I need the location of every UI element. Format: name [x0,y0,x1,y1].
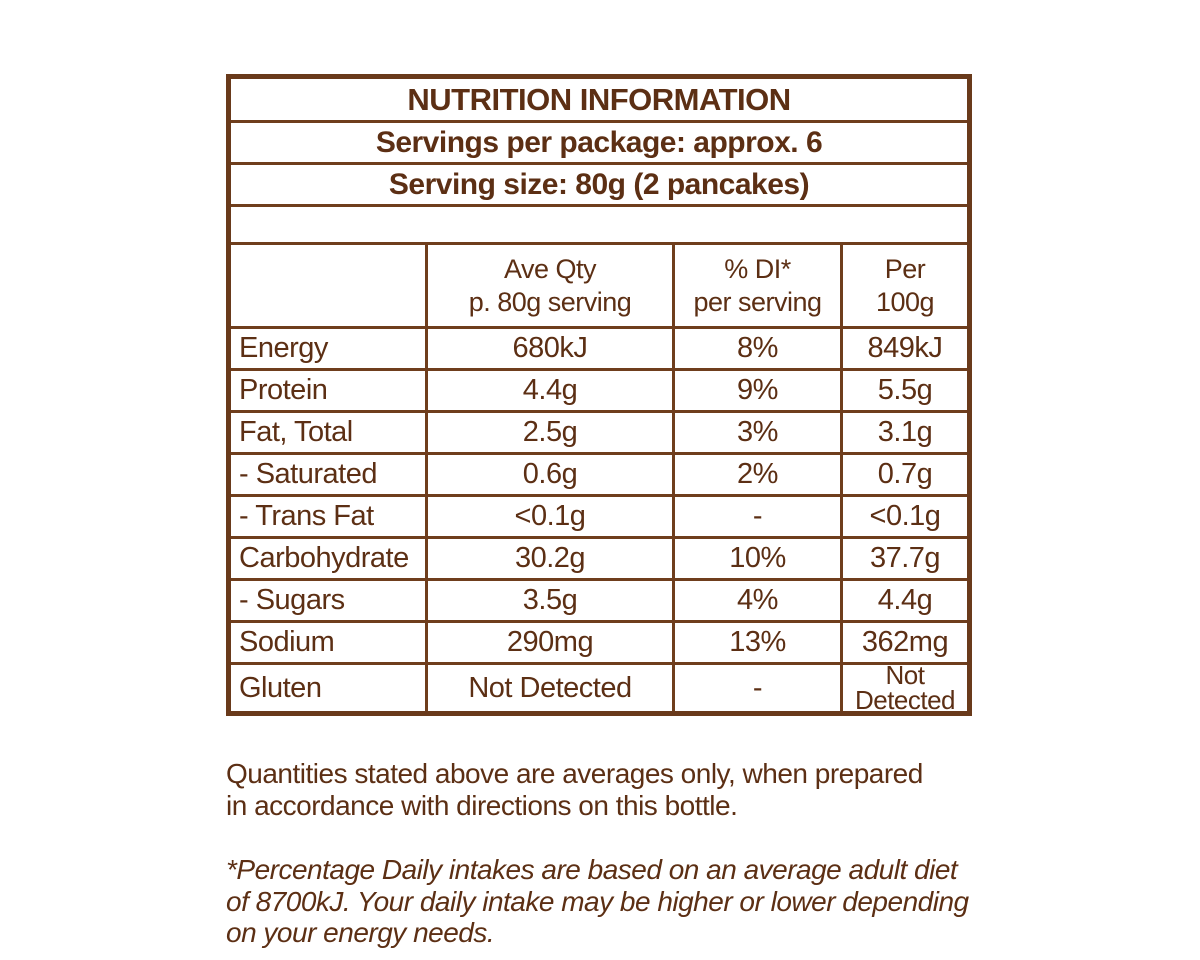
panel-title: NUTRITION INFORMATION [231,79,967,123]
per-100g-saturated: 0.7g [843,455,967,497]
per-100g-energy: 849kJ [843,329,967,371]
ave-qty-fat-total: 2.5g [428,413,675,455]
ave-qty-saturated: 0.6g [428,455,675,497]
nutrient-name-sugars: - Sugars [231,581,428,623]
serving-size: Serving size: 80g (2 pancakes) [231,165,967,207]
per-100g-sodium: 362mg [843,623,967,665]
footnote-averages: Quantities stated above are averages onl… [226,757,923,821]
ave-qty-carbohydrate: 30.2g [428,539,675,581]
per-100g-carbohydrate: 37.7g [843,539,967,581]
footnote-daily-intake: *Percentage Daily intakes are based on a… [226,853,969,949]
nutrient-table: Ave Qty p. 80g serving % DI* per serving… [231,245,967,711]
nutrient-name-trans-fat: - Trans Fat [231,497,428,539]
di-energy: 8% [675,329,843,371]
ave-qty-trans-fat: <0.1g [428,497,675,539]
per-100g-protein: 5.5g [843,371,967,413]
di-protein: 9% [675,371,843,413]
di-carbohydrate: 10% [675,539,843,581]
nutrient-name-gluten: Gluten [231,665,428,711]
ave-qty-gluten: Not Detected [428,665,675,711]
di-saturated: 2% [675,455,843,497]
ave-qty-energy: 680kJ [428,329,675,371]
column-header-ave-qty: Ave Qty p. 80g serving [428,245,675,329]
ave-qty-protein: 4.4g [428,371,675,413]
nutrient-name-saturated: - Saturated [231,455,428,497]
column-header-blank [231,245,428,329]
di-fat-total: 3% [675,413,843,455]
di-sugars: 4% [675,581,843,623]
di-gluten: - [675,665,843,711]
nutrient-name-fat-total: Fat, Total [231,413,428,455]
nutrient-name-energy: Energy [231,329,428,371]
di-trans-fat: - [675,497,843,539]
per-100g-gluten: Not Detected [854,665,956,711]
column-header-per-100g: Per 100g [843,245,967,329]
ave-qty-sugars: 3.5g [428,581,675,623]
spacer-row [231,207,967,245]
di-sodium: 13% [675,623,843,665]
nutrient-name-sodium: Sodium [231,623,428,665]
column-header-di: % DI* per serving [675,245,843,329]
nutrient-name-carbohydrate: Carbohydrate [231,539,428,581]
per-100g-trans-fat: <0.1g [843,497,967,539]
per-100g-sugars: 4.4g [843,581,967,623]
nutrition-information-panel: NUTRITION INFORMATION Servings per packa… [226,74,972,716]
ave-qty-sodium: 290mg [428,623,675,665]
servings-per-package: Servings per package: approx. 6 [231,123,967,165]
per-100g-fat-total: 3.1g [843,413,967,455]
footnotes: Quantities stated above are averages onl… [226,726,991,960]
nutrient-name-protein: Protein [231,371,428,413]
